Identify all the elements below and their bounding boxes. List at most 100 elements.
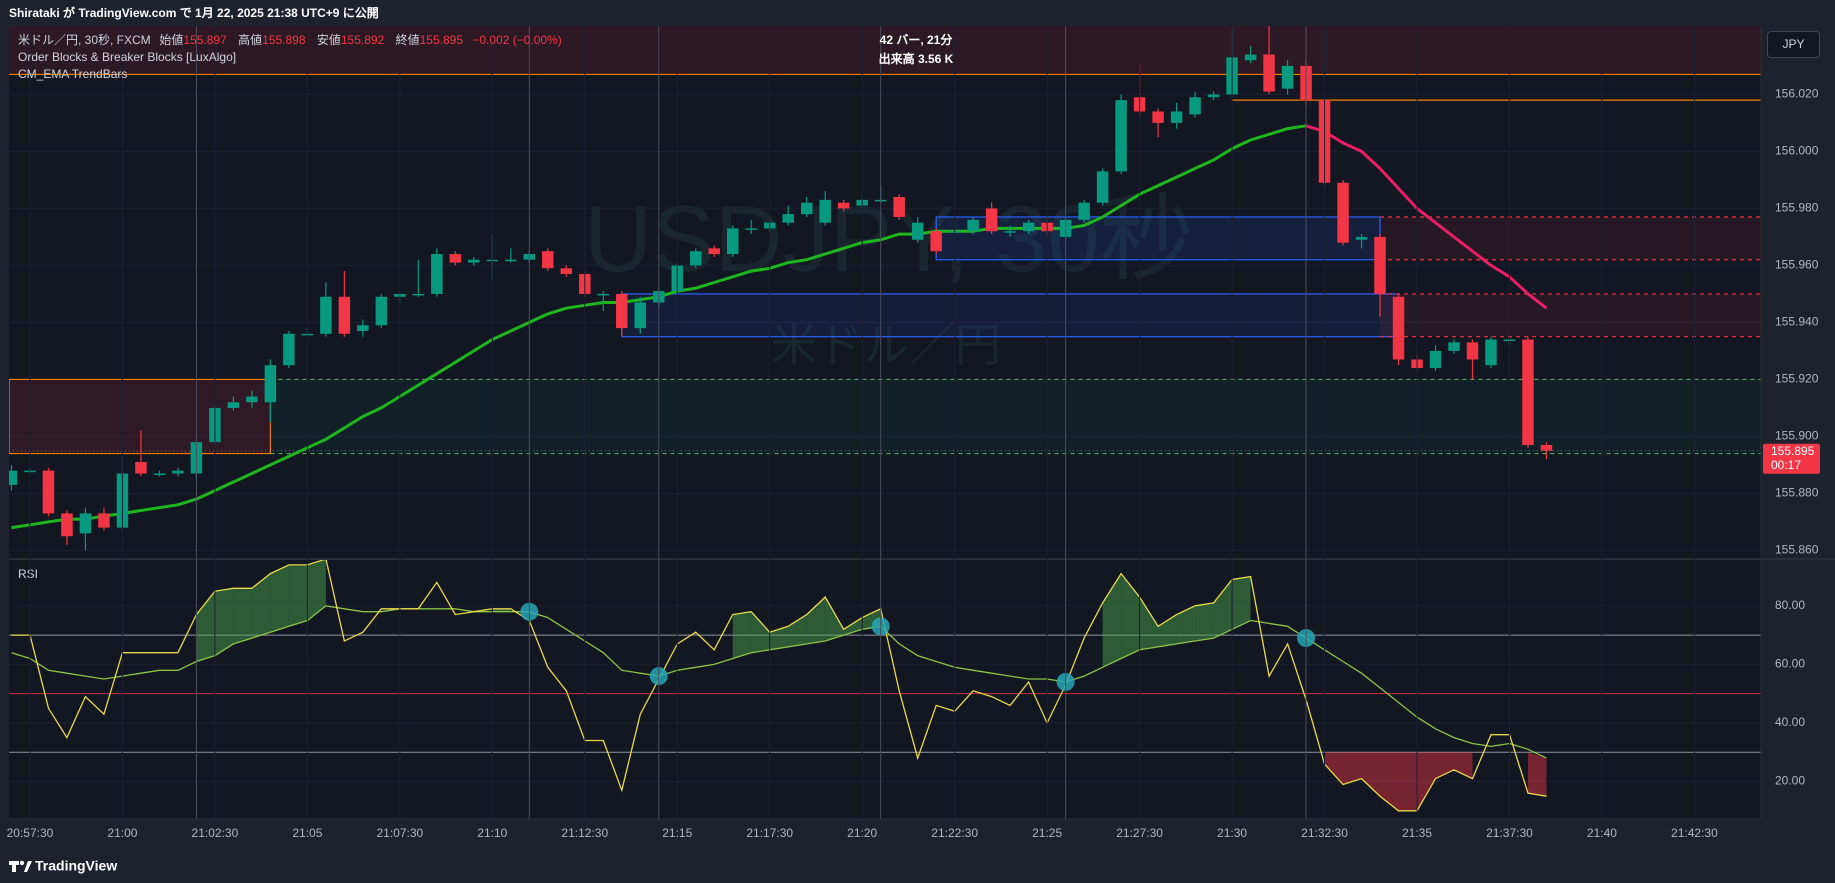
rsi-overbought-fill — [270, 564, 289, 633]
candle-body — [172, 470, 184, 474]
indicator-name: CM_EMA TrendBars — [18, 67, 128, 81]
candle-body — [375, 296, 388, 326]
candle-body — [1540, 444, 1553, 451]
candle-body — [431, 254, 443, 294]
countdown-label: 00:17 — [1771, 458, 1801, 472]
candle-body — [930, 231, 942, 252]
candle-body — [1448, 342, 1460, 351]
order-block — [935, 216, 1381, 261]
candle-body — [1207, 94, 1220, 98]
logo-part — [19, 860, 25, 866]
rsi-overbought-fill — [492, 608, 511, 612]
open-value: 155.897 — [183, 33, 227, 47]
candle-body — [79, 513, 92, 534]
candle-body — [1355, 236, 1368, 240]
measure-tooltip: 42 バー, 21分 出来高 3.56 K — [836, 31, 996, 69]
footer-logo — [9, 860, 32, 872]
candle-body — [597, 293, 610, 296]
high-label: 高値 — [238, 33, 263, 47]
change: −0.002 (−0.00%) — [472, 33, 562, 47]
rsi-overbought-fill — [1121, 573, 1140, 659]
y-tick-label: 155.960 — [1775, 258, 1819, 272]
y-tick-label: 155.860 — [1775, 543, 1819, 557]
rsi-tick-label: 60.00 — [1775, 657, 1805, 671]
candle-body — [264, 365, 277, 403]
rsi-ma-line — [11, 605, 1547, 759]
candle-body — [819, 199, 831, 223]
order-block — [9, 378, 271, 455]
rsi-oversold-fill — [1361, 752, 1381, 797]
rsi-overbought-fill — [307, 559, 326, 621]
rsi-oversold-fill — [1527, 752, 1547, 797]
rsi-oversold-fill — [1417, 752, 1436, 811]
rsi-oversold-fill — [1435, 752, 1454, 779]
candle-body — [449, 254, 462, 263]
currency-button[interactable]: JPY — [1767, 31, 1820, 58]
rsi-overbought-fill — [769, 626, 789, 650]
rsi-overbought-fill — [751, 611, 770, 653]
rsi-tick-label: 20.00 — [1775, 774, 1805, 788]
candle-body — [1429, 350, 1442, 369]
candle-body — [1337, 182, 1349, 243]
order-block — [1380, 216, 1761, 260]
candle-body — [1281, 65, 1294, 89]
y-tick-label: 155.940 — [1775, 315, 1819, 329]
candle-body — [634, 302, 646, 329]
low-value: 155.892 — [340, 33, 385, 47]
candle-body — [505, 259, 517, 262]
candle-body — [42, 470, 55, 514]
symbol: 米ドル／円, 30秒, FXCM — [18, 33, 151, 47]
x-tick-label: 21:07:30 — [376, 826, 423, 840]
rsi-overbought-fill — [288, 564, 308, 627]
candle-body — [227, 402, 240, 408]
rsi-overbought-fill — [233, 588, 252, 644]
candle-body — [1189, 97, 1201, 115]
x-tick-label: 21:40 — [1587, 826, 1617, 840]
close-value: 155.895 — [419, 33, 464, 47]
open-label: 始値 — [159, 33, 184, 47]
y-tick-label: 156.020 — [1775, 87, 1819, 101]
ema-line — [1305, 124, 1548, 310]
rsi-overbought-fill — [1139, 597, 1159, 650]
candle-body — [1022, 222, 1035, 232]
current-price-label: 155.895 — [1771, 444, 1815, 458]
x-tick-label: 21:17:30 — [746, 826, 793, 840]
rsi-tick-label: 40.00 — [1775, 715, 1805, 729]
rsi-line — [11, 559, 1547, 812]
order-block — [9, 26, 1761, 75]
candle-body — [1004, 231, 1016, 233]
order-block — [621, 293, 1400, 338]
rsi-overbought-fill — [214, 588, 234, 656]
candle-body — [1522, 339, 1534, 445]
y-tick-label: 155.880 — [1775, 486, 1819, 500]
current-price-tag — [1763, 443, 1820, 474]
rsi-overbought-fill — [1232, 576, 1251, 630]
close-label: 終値 — [395, 33, 420, 47]
x-tick-label: 21:35 — [1402, 826, 1432, 840]
low-label: 安値 — [316, 33, 341, 47]
rsi-overbought-fill — [251, 573, 271, 639]
rsi-overbought-fill — [1176, 605, 1196, 644]
measure-bars: 42 バー, 21分 — [879, 33, 953, 47]
rsi-overbought-fill — [806, 597, 826, 644]
x-tick-label: 21:37:30 — [1486, 826, 1533, 840]
candle-body — [837, 202, 850, 209]
candle-body — [708, 248, 720, 255]
candle-body — [1115, 100, 1127, 172]
candle-body — [468, 259, 480, 263]
candle-body — [153, 473, 166, 475]
rsi-overbought-fill — [1195, 602, 1214, 641]
rsi-overbought-fill — [1213, 579, 1233, 639]
x-tick-label: 21:02:30 — [192, 826, 239, 840]
indicator-name: Order Blocks & Breaker Blocks [LuxAlgo] — [18, 50, 237, 64]
candle-body — [1078, 202, 1090, 220]
rsi-oversold-fill — [1324, 752, 1344, 785]
symbol-line: 米ドル／円, 30秒, FXCM 始値155.897 高値155.898 安値1… — [18, 32, 568, 49]
candle-body — [1392, 296, 1405, 360]
candle-body — [690, 251, 702, 266]
y-tick-label: 156.000 — [1775, 144, 1819, 158]
candle-body — [911, 222, 924, 240]
candle-body — [1263, 54, 1275, 92]
